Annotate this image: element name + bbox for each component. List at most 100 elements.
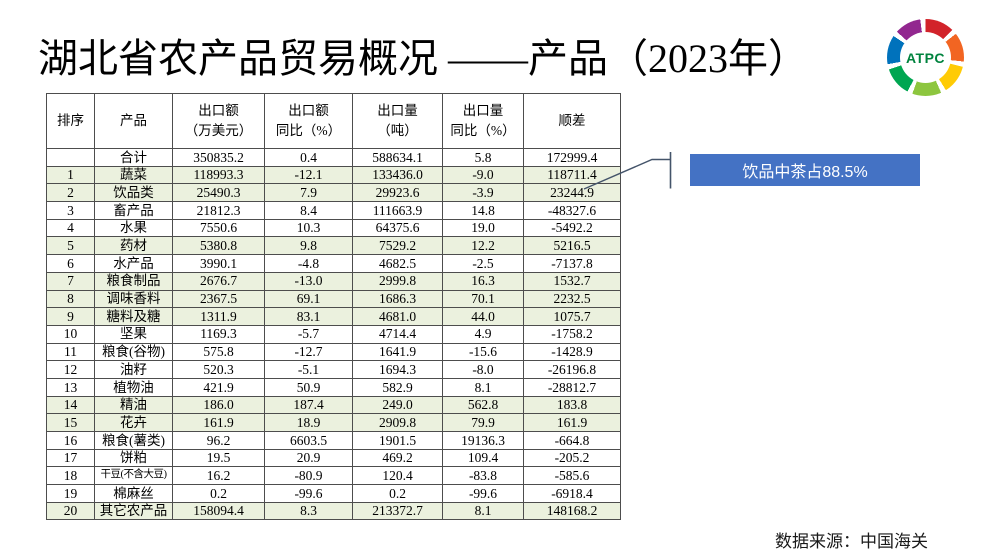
table-cell: 1532.7	[523, 271, 621, 291]
table-row: 13 植物油 421.9 50.9 582.9 8.1 -28812.7	[46, 377, 621, 397]
table-cell: -1428.9	[523, 342, 621, 362]
table-cell: 187.4	[264, 395, 353, 415]
table-row: 3 畜产品 21812.3 8.4 111663.9 14.8 -48327.6	[46, 201, 621, 220]
column-header: 顺差	[523, 93, 621, 149]
table-cell: 148168.2	[523, 501, 621, 521]
table-body: 合计 350835.2 0.4 588634.1 5.8 172999.4 1 蔬菜 11899…	[46, 148, 621, 521]
table-cell: 161.9	[523, 413, 621, 432]
table-cell: -80.9	[264, 466, 353, 486]
table-cell: 11	[46, 342, 95, 362]
table-row: 12 油籽 520.3 -5.1 1694.3 -8.0 -26196.8	[46, 360, 621, 379]
table-cell: 蔬菜	[94, 165, 173, 185]
table-cell: 18.9	[264, 413, 353, 432]
table-header-row: 排序 产品 出口额 （万美元） 出口额 同比（%） 出口量 （吨） 出口量 同比（%） 顺差	[46, 93, 621, 149]
table-cell: 13	[46, 377, 95, 397]
table-row: 19 棉麻丝 0.2 -99.6 0.2 -99.6 -6918.4	[46, 484, 621, 503]
table-cell: -12.1	[264, 165, 353, 185]
table-cell: -1758.2	[523, 324, 621, 344]
table-cell: 421.9	[172, 377, 265, 397]
table-row: 9 糖料及糖 1311.9 83.1 4681.0 44.0 1075.7	[46, 307, 621, 326]
table-cell: 21812.3	[172, 201, 265, 220]
table-row: 合计 350835.2 0.4 588634.1 5.8 172999.4	[46, 148, 621, 167]
table-cell: 83.1	[264, 307, 353, 326]
table-row: 5 药材 5380.8 9.8 7529.2 12.2 5216.5	[46, 236, 621, 256]
table-cell: 2999.8	[352, 271, 443, 291]
table-cell: -3.9	[442, 183, 524, 203]
table-cell: 8.4	[264, 201, 353, 220]
table-cell: -99.6	[442, 484, 524, 503]
table-cell: 8	[46, 289, 95, 309]
table-cell: 1	[46, 165, 95, 185]
trade-table: 排序 产品 出口额 （万美元） 出口额 同比（%） 出口量 （吨） 出口量 同比（%） 顺差…	[46, 93, 621, 521]
table-cell: -4.8	[264, 254, 353, 273]
table-cell: 19136.3	[442, 431, 524, 450]
table-cell: 50.9	[264, 377, 353, 397]
table-cell: 588634.1	[352, 148, 443, 167]
column-header: 出口量 同比（%）	[442, 93, 524, 149]
table-cell: 249.0	[352, 395, 443, 415]
table-cell: 1901.5	[352, 431, 443, 450]
table-cell: 44.0	[442, 307, 524, 326]
table-cell: 12.2	[442, 236, 524, 256]
table-cell: -99.6	[264, 484, 353, 503]
table-cell: 4681.0	[352, 307, 443, 326]
table-cell: 4	[46, 218, 95, 238]
table-cell: 1075.7	[523, 307, 621, 326]
table-row: 10 坚果 1169.3 -5.7 4714.4 4.9 -1758.2	[46, 324, 621, 344]
table-cell: 64375.6	[352, 218, 443, 238]
table-cell: 19	[46, 484, 95, 503]
table-cell: 2367.5	[172, 289, 265, 309]
table-cell: 118711.4	[523, 165, 621, 185]
table-cell: 6	[46, 254, 95, 273]
table-cell: 7	[46, 271, 95, 291]
table-cell: -15.6	[442, 342, 524, 362]
table-cell: 14	[46, 395, 95, 415]
table-cell: 79.9	[442, 413, 524, 432]
table-cell: 16.2	[172, 466, 265, 486]
table-row: 20 其它农产品 158094.4 8.3 213372.7 8.1 148168.2	[46, 501, 621, 521]
page-title: 湖北省农产品贸易概况 ——产品（2023年）	[38, 36, 808, 81]
atpc-logo-icon: ATPC	[887, 19, 964, 96]
table-cell: 5380.8	[172, 236, 265, 256]
table-cell: 1169.3	[172, 324, 265, 344]
table-cell: 118993.3	[172, 165, 265, 185]
table-cell: -8.0	[442, 360, 524, 379]
table-cell: 8.1	[442, 377, 524, 397]
table-cell: -5492.2	[523, 218, 621, 238]
table-cell: 213372.7	[352, 501, 443, 521]
table-cell: 2	[46, 183, 95, 203]
table-row: 15 花卉 161.9 18.9 2909.8 79.9 161.9	[46, 413, 621, 432]
table-cell: 2232.5	[523, 289, 621, 309]
table-cell: 5216.5	[523, 236, 621, 256]
table-cell: 2909.8	[352, 413, 443, 432]
table-cell: 20	[46, 501, 95, 521]
table-cell: 562.8	[442, 395, 524, 415]
table-cell: 合计	[94, 148, 173, 167]
table-cell: 6603.5	[264, 431, 353, 450]
table-cell: 70.1	[442, 289, 524, 309]
table-cell: 8.1	[442, 501, 524, 521]
table-cell: 18	[46, 466, 95, 486]
table-cell: 7529.2	[352, 236, 443, 256]
table-cell: 1641.9	[352, 342, 443, 362]
table-row: 8 调味香料 2367.5 69.1 1686.3 70.1 2232.5	[46, 289, 621, 309]
column-header: 出口额 同比（%）	[264, 93, 353, 149]
table-cell: 8.3	[264, 501, 353, 521]
table-cell: -13.0	[264, 271, 353, 291]
table-cell: 469.2	[352, 448, 443, 468]
table-cell: 4.9	[442, 324, 524, 344]
callout-box: 饮品中茶占88.5%	[690, 154, 920, 186]
table-cell: 0.4	[264, 148, 353, 167]
table-cell: 120.4	[352, 466, 443, 486]
table-cell: 干豆(不含大豆)	[94, 466, 173, 486]
table-cell: -83.8	[442, 466, 524, 486]
table-cell: 畜产品	[94, 201, 173, 220]
table-cell: 其它农产品	[94, 501, 173, 521]
table-row: 17 饼粕 19.5 20.9 469.2 109.4 -205.2	[46, 448, 621, 468]
table-cell: 药材	[94, 236, 173, 256]
table-cell: 20.9	[264, 448, 353, 468]
column-header: 排序	[46, 93, 95, 149]
table-cell: 水产品	[94, 254, 173, 273]
table-cell: 1311.9	[172, 307, 265, 326]
